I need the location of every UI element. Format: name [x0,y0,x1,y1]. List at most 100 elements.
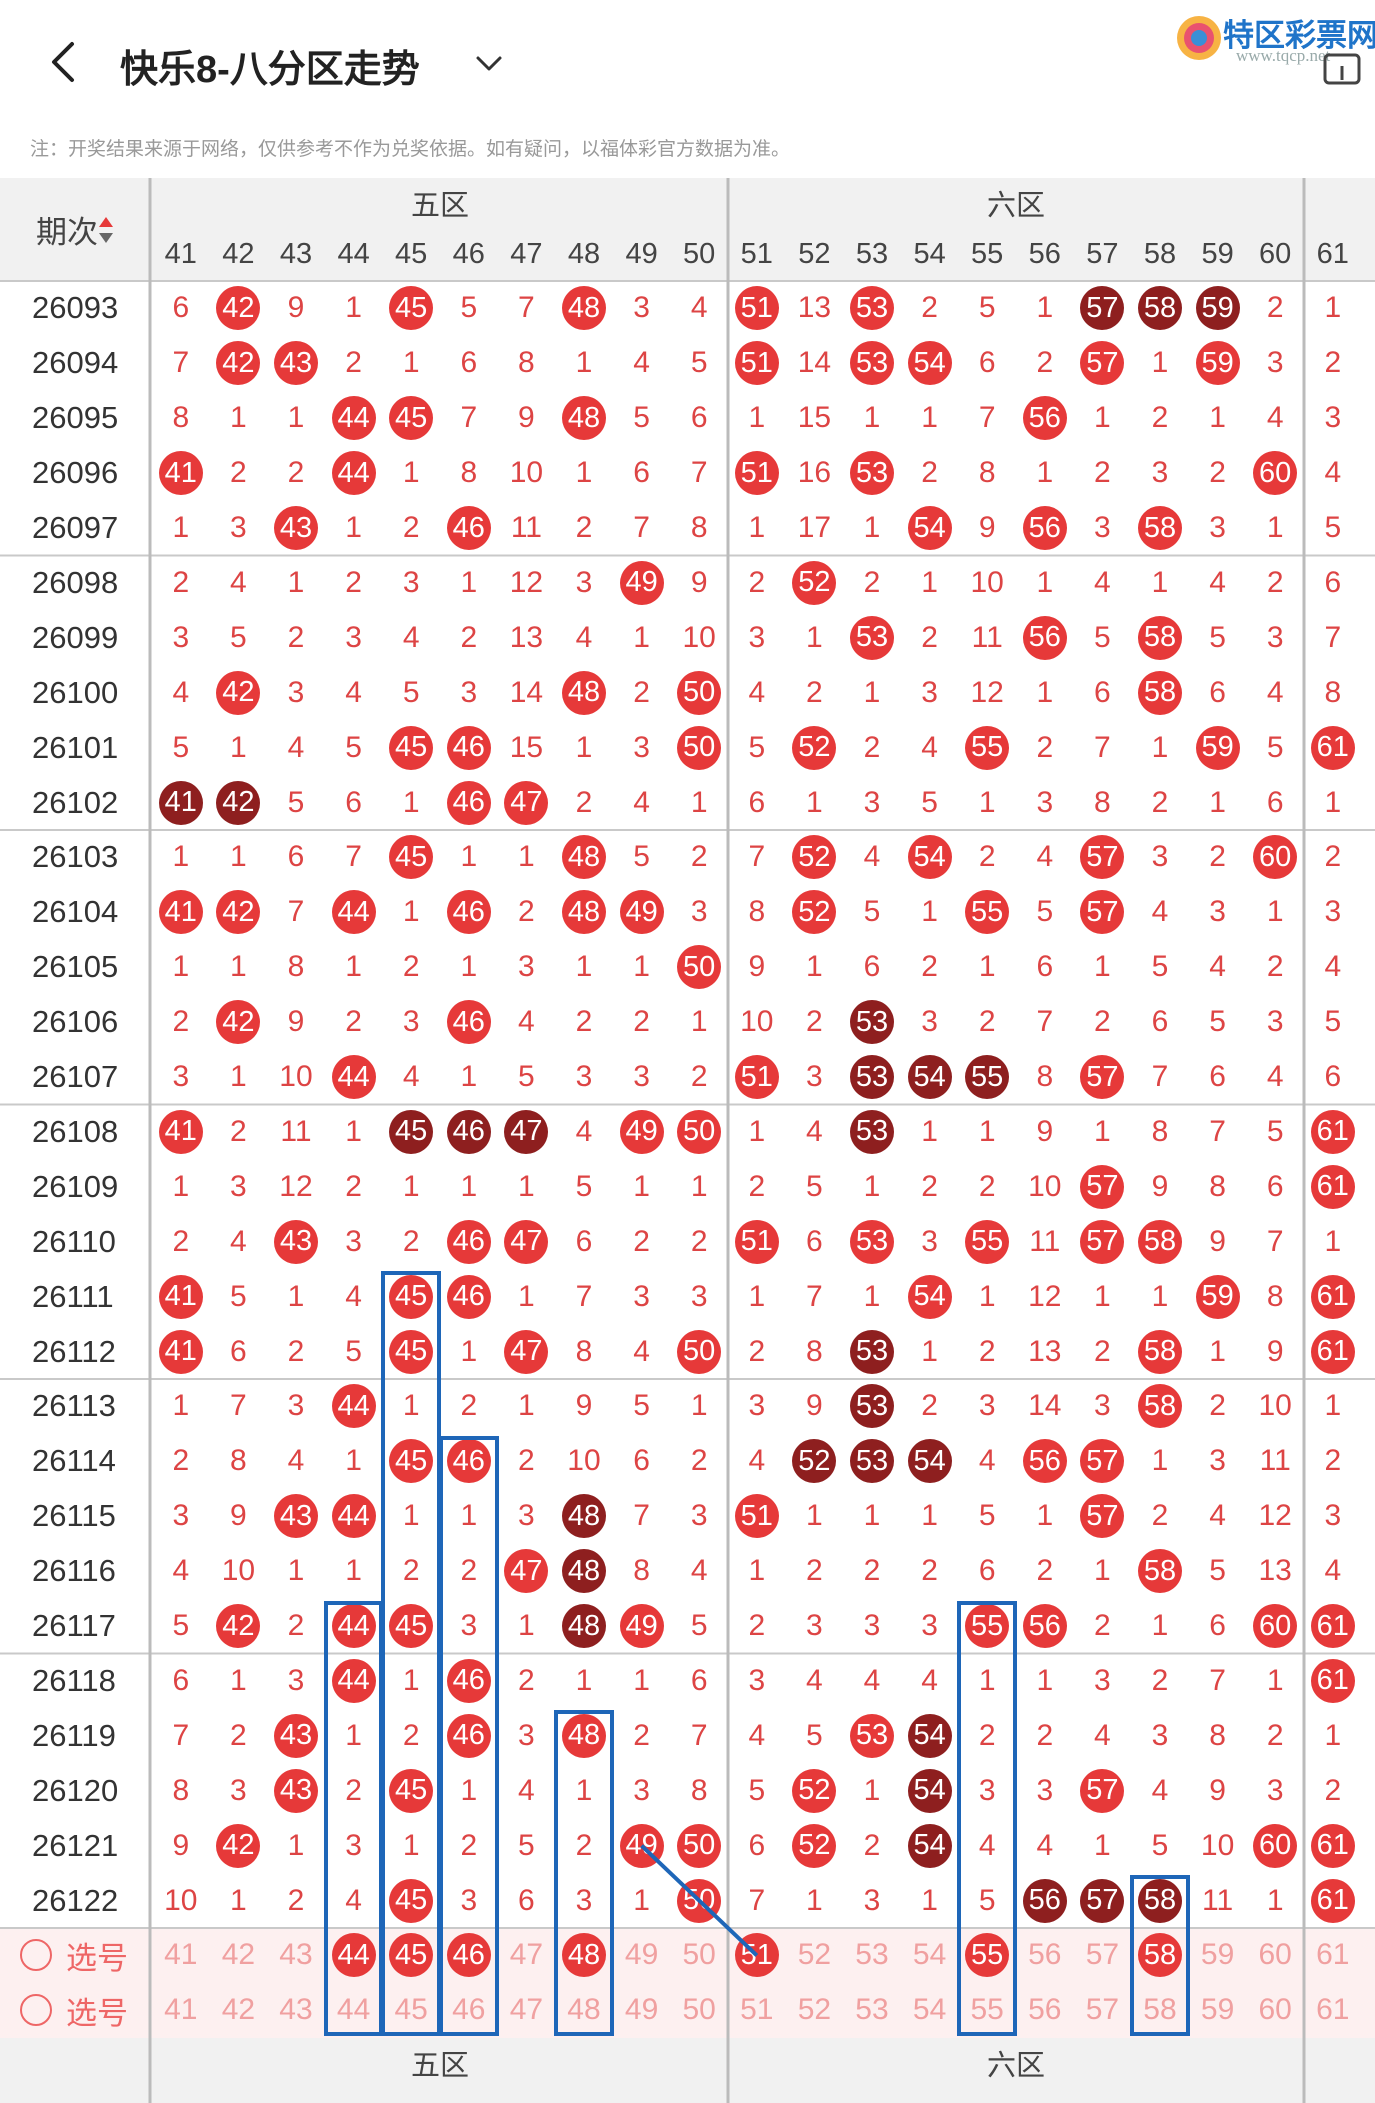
select-row-label[interactable]: 选号 [0,1928,150,1983]
trend-cell: 2 [633,1005,650,1039]
select-number-cell[interactable]: 50 [682,1938,716,1972]
selected-number-ball[interactable]: 58 [1137,1933,1182,1978]
select-number-cell[interactable]: 41 [164,1938,198,1972]
drawn-number-ball: 53 [849,615,894,660]
select-number-cell[interactable]: 61 [1316,1993,1350,2027]
select-number-cell[interactable]: 44 [325,1928,383,1983]
back-arrow-icon[interactable] [46,40,80,84]
trend-cell: 42 [210,665,268,720]
select-number-cell[interactable]: 53 [855,1993,889,2027]
select-number-cell[interactable]: 53 [855,1938,889,1972]
trend-cell: 1 [1036,1499,1054,1533]
trend-cell: 58 [1131,281,1189,336]
issue-number: 26111 [32,1278,114,1314]
select-number-cell[interactable]: 48 [567,1993,601,2027]
drawn-number-ball: 58 [1137,1878,1182,1923]
trend-cell: 1 [1151,565,1169,599]
select-number-cell[interactable]: 54 [912,1993,947,2027]
trend-cell: 12 [970,675,1004,709]
select-number-cell[interactable]: 42 [221,1993,256,2027]
trend-cell: 3 [863,1609,881,1643]
trend-cell: 1 [1151,346,1169,380]
trend-cell: 6 [1324,565,1342,599]
select-number-cell[interactable]: 43 [279,1938,313,1972]
selected-number-ball[interactable]: 44 [331,1933,376,1978]
select-number-cell[interactable]: 60 [1258,1938,1292,1972]
trend-cell: 4 [1036,1828,1054,1862]
trend-cell: 3 [748,1663,766,1697]
select-number-cell[interactable]: 48 [555,1928,613,1983]
trend-cell: 8 [748,895,766,929]
select-number-cell[interactable]: 51 [728,1928,786,1983]
select-number-cell[interactable]: 47 [509,1993,544,2027]
table-footer-band [0,2037,1375,2103]
select-number-cell[interactable]: 49 [624,1938,659,1972]
trend-cell: 5 [1266,730,1284,764]
trend-cell: 60 [1246,830,1304,885]
select-number-cell[interactable]: 49 [624,1993,659,2027]
select-number-cell[interactable]: 60 [1258,1993,1292,2027]
trend-cell: 1 [1036,291,1054,325]
drawn-number-ball: 41 [158,890,203,935]
trend-cell: 1 [287,1554,305,1588]
trend-cell: 16 [797,456,832,490]
select-number-cell[interactable]: 58 [1131,1928,1189,1983]
selected-number-ball[interactable]: 46 [446,1933,491,1978]
trend-cell: 3 [1209,895,1226,929]
select-number-cell[interactable]: 55 [970,1993,1004,2027]
select-number-cell[interactable]: 52 [797,1993,832,2027]
issue-number: 26109 [32,1168,119,1204]
trend-cell: 5 [345,1334,362,1368]
select-number-cell[interactable]: 56 [1028,1938,1062,1972]
drawn-number-ball: 53 [849,1109,894,1154]
trend-cell: 1 [921,1499,938,1533]
selected-number-ball[interactable]: 55 [965,1933,1010,1978]
selected-number-ball[interactable]: 48 [561,1933,606,1978]
select-number-cell[interactable]: 42 [221,1938,256,1972]
select-number-cell[interactable]: 55 [958,1928,1016,1983]
issue-column-header[interactable]: 期次 [0,178,150,281]
select-number-cell[interactable]: 57 [1085,1938,1120,1972]
select-row-label[interactable]: 选号 [0,1983,150,2038]
select-number-cell[interactable]: 54 [912,1938,947,1972]
trend-cell: 1 [575,730,593,764]
select-number-cell[interactable]: 46 [440,1928,498,1983]
select-number-cell[interactable]: 50 [682,1993,716,2027]
sort-icon[interactable] [98,215,114,245]
drawn-number-ball: 50 [677,670,722,715]
trend-cell: 43 [267,1763,325,1818]
select-number-cell[interactable]: 58 [1143,1993,1177,2027]
drawn-number-ball: 46 [446,780,491,825]
drawn-number-ball: 57 [1080,1219,1125,1264]
select-number-cell[interactable]: 47 [509,1938,544,1972]
drawn-number-ball: 55 [965,1055,1010,1100]
trend-cell: 48 [555,1599,613,1654]
select-number-cell[interactable]: 59 [1200,1993,1235,2027]
chevron-down-icon[interactable] [474,52,504,74]
trend-cell: 53 [843,1050,901,1105]
drawn-number-ball: 50 [677,1109,722,1154]
select-number-cell[interactable]: 43 [279,1993,313,2027]
select-number-cell[interactable]: 41 [164,1993,198,2027]
trend-cell: 41 [152,885,210,940]
radio-circle-icon[interactable] [20,1994,52,2027]
select-number-cell[interactable]: 59 [1200,1938,1235,1972]
trend-cell: 54 [901,830,959,885]
select-number-cell[interactable]: 52 [797,1938,832,1972]
select-number-cell[interactable]: 44 [336,1993,371,2027]
radio-circle-icon[interactable] [20,1939,52,1972]
select-number-cell[interactable]: 46 [452,1993,486,2027]
select-number-cell[interactable]: 56 [1028,1993,1062,2027]
select-number-cell[interactable]: 45 [394,1993,428,2027]
drawn-number-ball: 47 [504,1549,549,1594]
selected-number-ball[interactable]: 45 [389,1933,434,1978]
trend-cell: 1 [1094,1554,1111,1588]
select-number-cell[interactable]: 45 [382,1928,440,1983]
selected-number-ball[interactable]: 51 [734,1933,779,1978]
trend-cell: 47 [498,1214,556,1269]
trend-cell: 1 [345,291,362,325]
select-number-cell[interactable]: 57 [1085,1993,1120,2027]
window-menu-icon[interactable] [1322,52,1362,86]
select-number-cell[interactable]: 51 [740,1993,774,2027]
select-number-cell[interactable]: 61 [1316,1938,1350,1972]
